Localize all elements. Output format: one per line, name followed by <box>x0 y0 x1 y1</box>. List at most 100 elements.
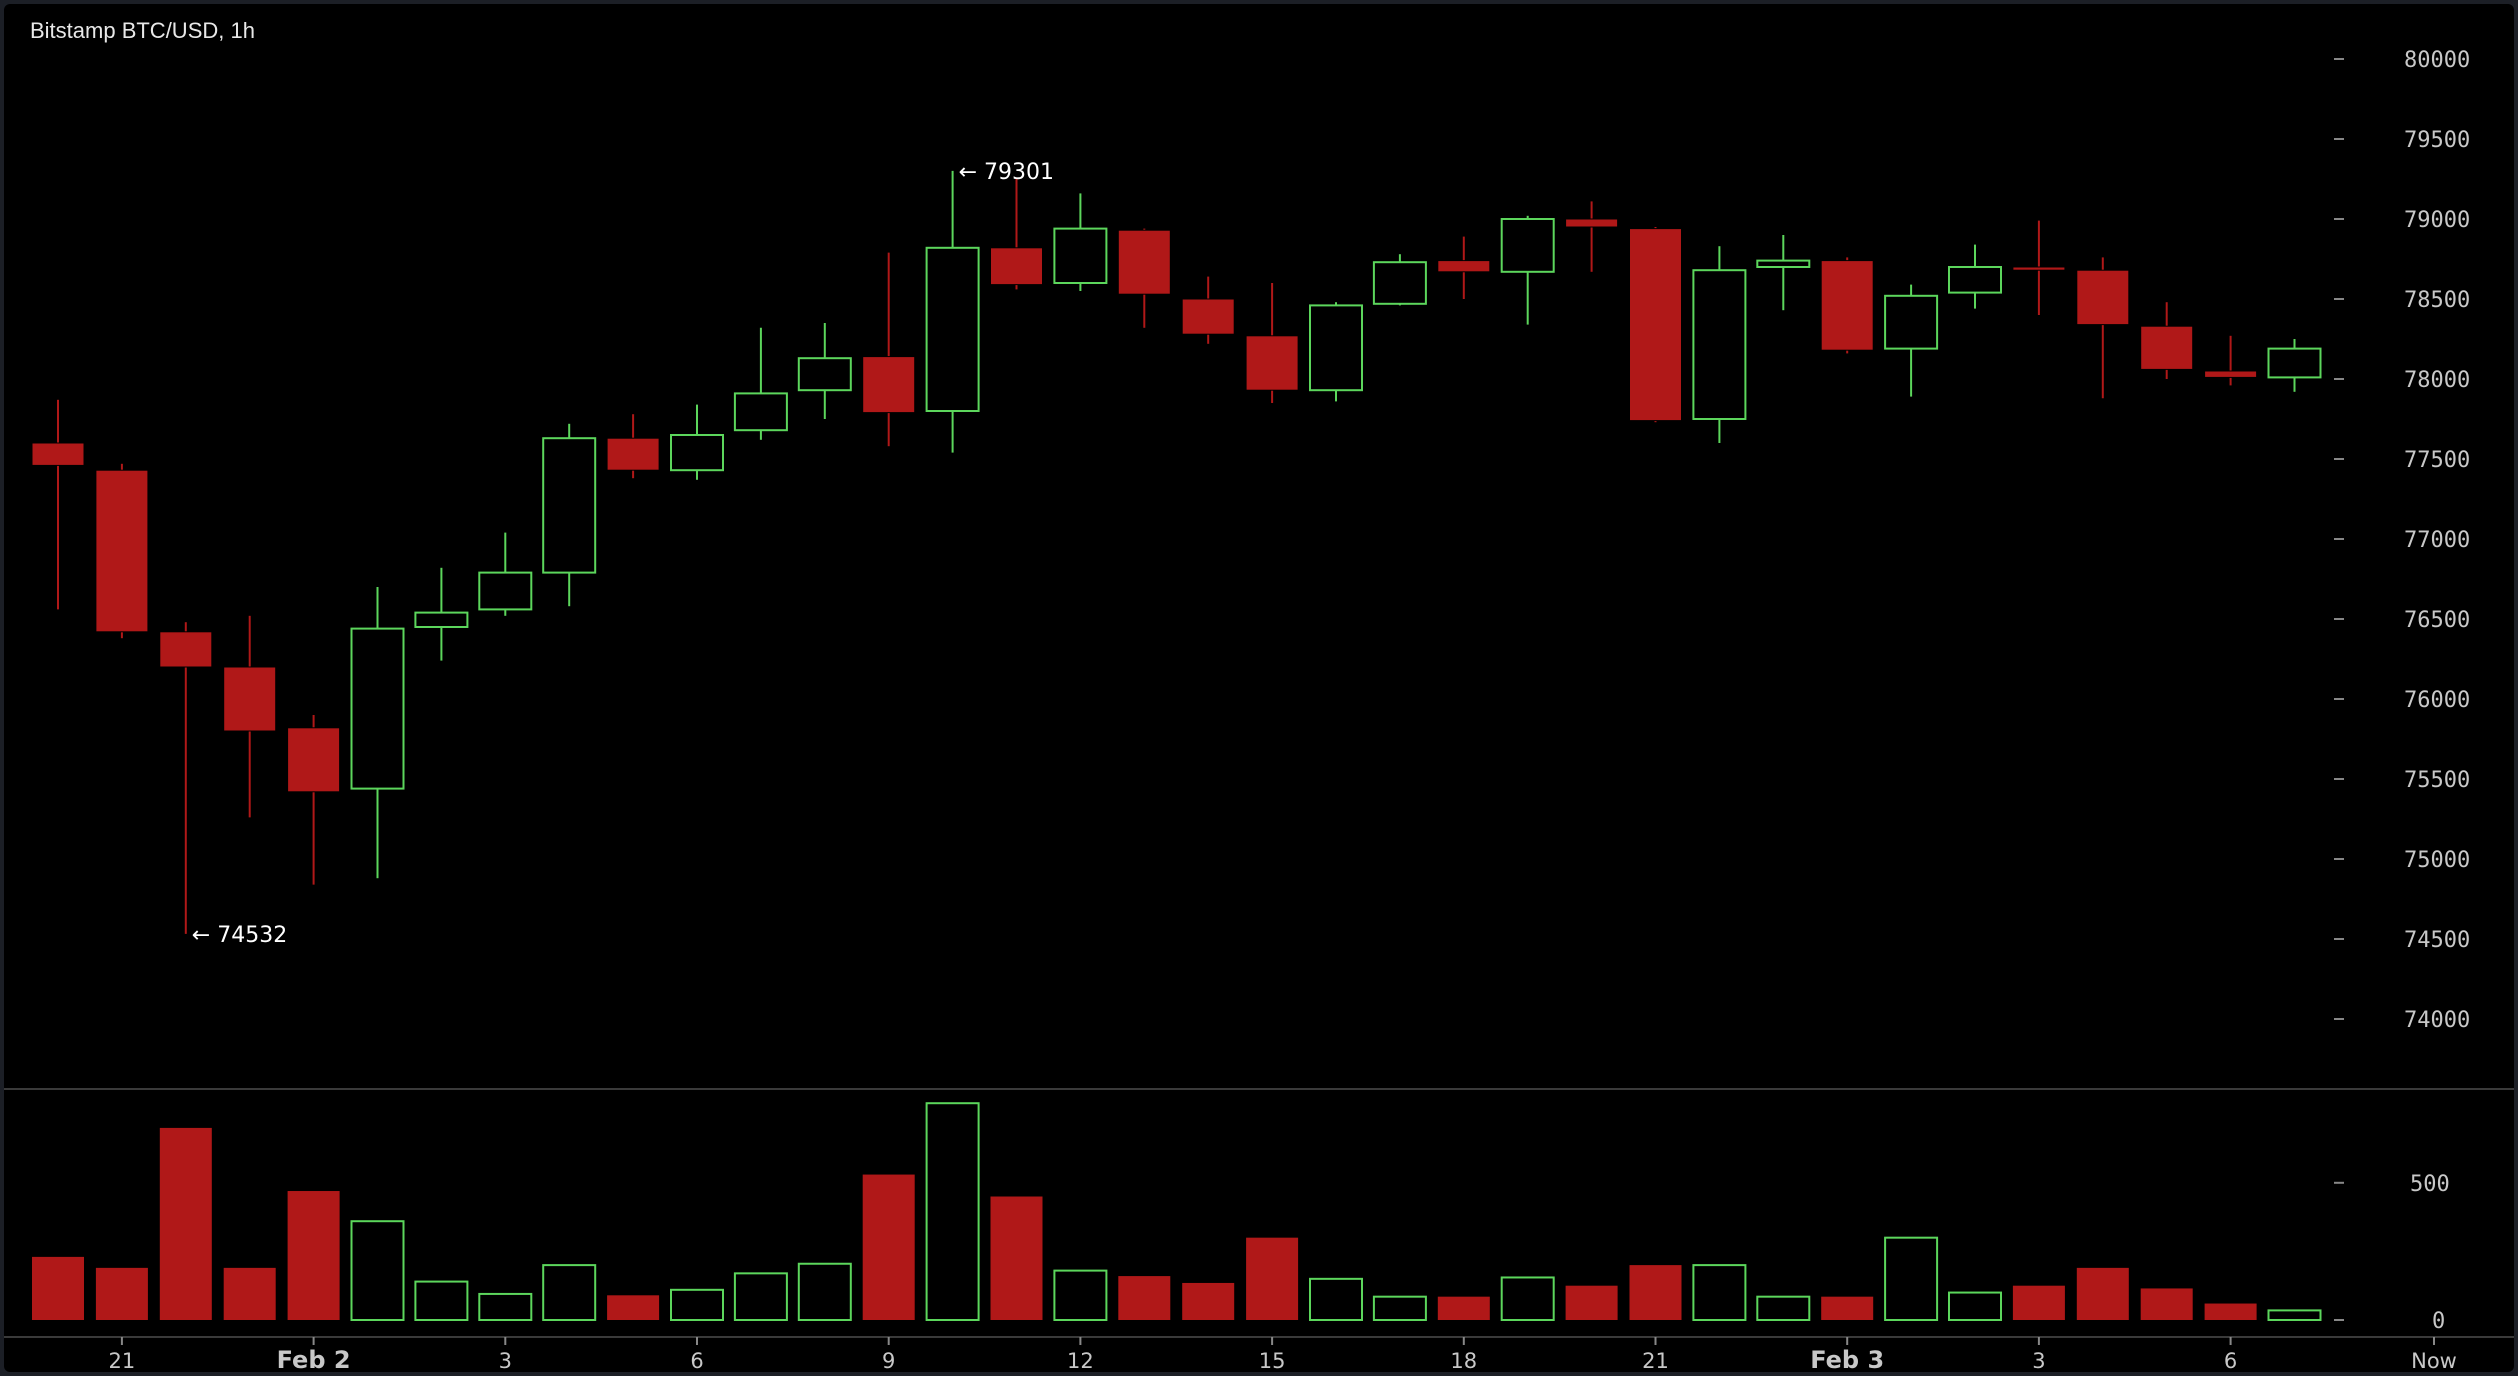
time-tick-label: Feb 3 <box>1810 1346 1884 1372</box>
volume-bar-up <box>1053 1269 1108 1321</box>
volume-bar-up <box>350 1220 405 1322</box>
candle <box>1629 227 1682 423</box>
candle-body-down <box>159 631 213 668</box>
candle-body-up <box>1500 218 1555 273</box>
candle-body-down <box>990 247 1043 286</box>
time-tick-label: 3 <box>2032 1349 2045 1372</box>
time-axis: 21 Feb 2 3 6 9 12 15 18 21 Feb 3 3 6 Now <box>109 1337 2457 1372</box>
price-tick-label: 77500 <box>2404 448 2470 473</box>
candle <box>1053 193 1108 291</box>
candle <box>1565 201 1619 272</box>
candle-body-down <box>1181 298 1235 335</box>
price-tick-label: 74000 <box>2404 1008 2470 1033</box>
price-tick-label: 77000 <box>2404 528 2470 553</box>
candle-body-up <box>1756 259 1811 269</box>
candle <box>159 622 213 934</box>
candle-body-up <box>350 627 405 790</box>
volume-bar-down <box>32 1256 84 1320</box>
time-tick-label: 6 <box>2224 1349 2237 1372</box>
candle-body-down <box>1117 229 1171 295</box>
price-tick-label: 76000 <box>2404 688 2470 713</box>
candle <box>2076 257 2130 399</box>
candle-body-up <box>1948 266 2002 294</box>
candle-body-down <box>31 442 85 466</box>
time-tick-label: Now <box>2411 1349 2457 1372</box>
candle-body-down <box>2204 370 2258 378</box>
price-tick-label: 75000 <box>2404 848 2470 873</box>
candle <box>797 323 852 419</box>
candle-body-down <box>2140 325 2194 370</box>
candle <box>223 615 277 818</box>
volume-bar-up <box>797 1262 852 1321</box>
candle <box>1692 246 1747 443</box>
candle-body-up <box>797 357 852 392</box>
candle-body-down <box>1437 260 1491 273</box>
volume-bar-down <box>1437 1296 1490 1320</box>
time-tick-label: 9 <box>882 1349 895 1372</box>
volume-bar-down <box>287 1191 340 1320</box>
volume-tick-label: 0 <box>2432 1309 2445 1334</box>
volume-bar-down <box>2204 1303 2257 1320</box>
volume-bar-down <box>1118 1276 1171 1320</box>
candle <box>990 179 1043 290</box>
price-tick-label: 79000 <box>2404 208 2470 233</box>
candle <box>2267 339 2322 392</box>
candle <box>414 567 469 661</box>
candle <box>95 463 149 639</box>
price-tick-label: 79500 <box>2404 128 2470 153</box>
candle-body-down <box>2012 266 2066 271</box>
candle <box>1181 276 1235 344</box>
candle-body-up <box>2267 347 2322 379</box>
volume-bar-up <box>478 1292 533 1321</box>
candle <box>2204 335 2258 386</box>
candle-body-down <box>2076 269 2130 326</box>
candle <box>31 399 85 610</box>
chart-frame: Bitstamp BTC/USD, 1h 74000 74500 75000 7550… <box>4 4 2514 1372</box>
volume-bar-down <box>990 1196 1043 1320</box>
volume-bar-down <box>223 1267 276 1320</box>
candle <box>1245 283 1299 403</box>
time-tick-label: 21 <box>1642 1349 1669 1372</box>
candle-body-down <box>287 727 341 793</box>
volume-bar-up <box>1692 1264 1747 1322</box>
candle-body-up <box>542 437 597 574</box>
volume-bar-down <box>1565 1285 1618 1320</box>
volume-bar-up <box>542 1264 597 1322</box>
grid-layer <box>4 1088 2514 1338</box>
volume-bar-down <box>1182 1282 1235 1320</box>
candle-body-up <box>1372 261 1427 305</box>
candle <box>1948 244 2002 309</box>
candle-body-down <box>223 666 277 732</box>
price-tick-label: 76500 <box>2404 608 2470 633</box>
volume-layer <box>32 1102 2322 1322</box>
price-tick-label: 78500 <box>2404 288 2470 313</box>
volume-bar-down <box>1821 1296 1874 1320</box>
candle <box>925 170 980 453</box>
candle-body-down <box>1820 260 1874 351</box>
candle <box>542 423 597 607</box>
candle-body-up <box>670 434 724 472</box>
volume-bar-up <box>1884 1236 1939 1322</box>
candle <box>1372 254 1427 306</box>
price-tick-label: 75500 <box>2404 768 2470 793</box>
price-tick-label: 80000 <box>2404 48 2470 73</box>
candle-body-up <box>1309 304 1363 392</box>
candle-body-down <box>1629 228 1682 422</box>
volume-bar-down <box>1246 1237 1299 1320</box>
time-tick-label: 21 <box>109 1349 136 1372</box>
candle <box>2140 302 2194 379</box>
volume-bar-up <box>1309 1277 1363 1321</box>
volume-tick-label: 500 <box>2410 1172 2450 1197</box>
price-annotation: ← 74532 <box>192 923 287 948</box>
volume-bar-up <box>1500 1276 1555 1321</box>
candle <box>1820 257 1874 354</box>
candlestick-chart[interactable]: 74000 74500 75000 75500 76000 76500 77000 77500… <box>4 4 2514 1372</box>
time-tick-label: 6 <box>690 1349 703 1372</box>
candle-body-up <box>925 246 980 412</box>
time-tick-label: 15 <box>1259 1349 1286 1372</box>
candle <box>1884 284 1939 397</box>
candle <box>350 587 405 879</box>
time-tick-label: 12 <box>1067 1349 1094 1372</box>
volume-bar-up <box>1948 1291 2002 1321</box>
candle-body-down <box>1245 335 1299 391</box>
